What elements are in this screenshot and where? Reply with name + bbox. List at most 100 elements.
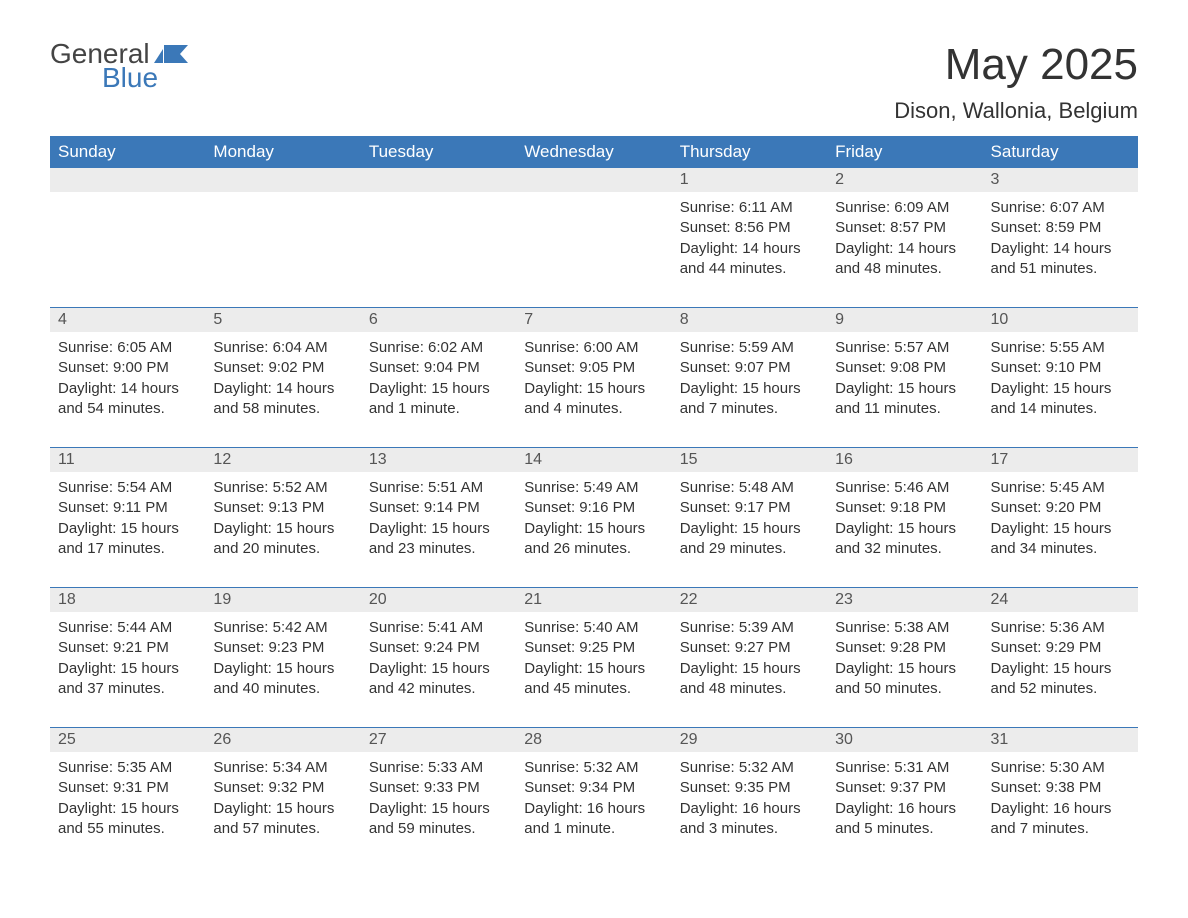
sunset-line: Sunset: 9:18 PM (835, 498, 974, 518)
sunset-line: Sunset: 8:56 PM (680, 218, 819, 238)
day-number-cell: 19 (205, 588, 360, 612)
title-block: May 2025 Dison, Wallonia, Belgium (894, 40, 1138, 124)
day-info-cell: Sunrise: 5:49 AMSunset: 9:16 PMDaylight:… (516, 472, 671, 588)
sunset-line: Sunset: 9:14 PM (369, 498, 508, 518)
sunset-line: Sunset: 9:08 PM (835, 358, 974, 378)
logo: General Blue (50, 40, 188, 92)
day-info-cell: Sunrise: 5:57 AMSunset: 9:08 PMDaylight:… (827, 332, 982, 448)
calendar-table: SundayMondayTuesdayWednesdayThursdayFrid… (50, 136, 1138, 867)
sunset-line: Sunset: 9:37 PM (835, 778, 974, 798)
sunset-line: Sunset: 9:21 PM (58, 638, 197, 658)
weekday-header: Monday (205, 136, 360, 168)
day-info-cell: Sunrise: 5:31 AMSunset: 9:37 PMDaylight:… (827, 752, 982, 867)
day-info-cell: Sunrise: 5:35 AMSunset: 9:31 PMDaylight:… (50, 752, 205, 867)
sunrise-line: Sunrise: 5:31 AM (835, 758, 974, 778)
day-number-cell: 28 (516, 728, 671, 752)
day-number-cell: 15 (672, 448, 827, 472)
day-number-cell: 22 (672, 588, 827, 612)
daylight-line: Daylight: 15 hours and 20 minutes. (213, 519, 352, 560)
sunrise-line: Sunrise: 5:52 AM (213, 478, 352, 498)
day-number-cell: 30 (827, 728, 982, 752)
day-number-cell: 23 (827, 588, 982, 612)
sunrise-line: Sunrise: 5:54 AM (58, 478, 197, 498)
page-subtitle: Dison, Wallonia, Belgium (894, 98, 1138, 124)
sunrise-line: Sunrise: 5:45 AM (991, 478, 1130, 498)
sunrise-line: Sunrise: 6:05 AM (58, 338, 197, 358)
sunrise-line: Sunrise: 5:30 AM (991, 758, 1130, 778)
sunset-line: Sunset: 9:13 PM (213, 498, 352, 518)
day-info-cell: Sunrise: 5:46 AMSunset: 9:18 PMDaylight:… (827, 472, 982, 588)
day-info-cell: Sunrise: 5:30 AMSunset: 9:38 PMDaylight:… (983, 752, 1138, 867)
header: General Blue May 2025 Dison, Wallonia, B… (50, 40, 1138, 124)
day-number-cell: 4 (50, 308, 205, 332)
sunrise-line: Sunrise: 6:09 AM (835, 198, 974, 218)
day-number-cell: 24 (983, 588, 1138, 612)
weekday-header: Thursday (672, 136, 827, 168)
day-number-cell: 8 (672, 308, 827, 332)
sunset-line: Sunset: 9:34 PM (524, 778, 663, 798)
daylight-line: Daylight: 15 hours and 1 minute. (369, 379, 508, 420)
sunset-line: Sunset: 9:35 PM (680, 778, 819, 798)
day-info-cell: Sunrise: 5:44 AMSunset: 9:21 PMDaylight:… (50, 612, 205, 728)
day-number-cell: 9 (827, 308, 982, 332)
weekday-header: Saturday (983, 136, 1138, 168)
day-number-cell: 21 (516, 588, 671, 612)
sunrise-line: Sunrise: 5:51 AM (369, 478, 508, 498)
sunrise-line: Sunrise: 5:44 AM (58, 618, 197, 638)
sunrise-line: Sunrise: 6:02 AM (369, 338, 508, 358)
daylight-line: Daylight: 15 hours and 45 minutes. (524, 659, 663, 700)
day-number-cell: 25 (50, 728, 205, 752)
sunset-line: Sunset: 9:27 PM (680, 638, 819, 658)
sunrise-line: Sunrise: 6:11 AM (680, 198, 819, 218)
day-info-row: Sunrise: 6:05 AMSunset: 9:00 PMDaylight:… (50, 332, 1138, 448)
day-info-cell: Sunrise: 5:42 AMSunset: 9:23 PMDaylight:… (205, 612, 360, 728)
weekday-header-row: SundayMondayTuesdayWednesdayThursdayFrid… (50, 136, 1138, 168)
daylight-line: Daylight: 15 hours and 52 minutes. (991, 659, 1130, 700)
day-number-cell (516, 168, 671, 192)
sunset-line: Sunset: 9:31 PM (58, 778, 197, 798)
day-number-cell: 10 (983, 308, 1138, 332)
day-info-cell: Sunrise: 6:11 AMSunset: 8:56 PMDaylight:… (672, 192, 827, 308)
day-info-row: Sunrise: 5:35 AMSunset: 9:31 PMDaylight:… (50, 752, 1138, 867)
sunrise-line: Sunrise: 5:46 AM (835, 478, 974, 498)
daylight-line: Daylight: 15 hours and 23 minutes. (369, 519, 508, 560)
daylight-line: Daylight: 14 hours and 51 minutes. (991, 239, 1130, 280)
day-number-cell: 18 (50, 588, 205, 612)
day-info-cell: Sunrise: 6:09 AMSunset: 8:57 PMDaylight:… (827, 192, 982, 308)
sunset-line: Sunset: 9:20 PM (991, 498, 1130, 518)
sunrise-line: Sunrise: 5:55 AM (991, 338, 1130, 358)
day-info-cell: Sunrise: 5:34 AMSunset: 9:32 PMDaylight:… (205, 752, 360, 867)
day-number-cell: 2 (827, 168, 982, 192)
day-number-cell (205, 168, 360, 192)
sunset-line: Sunset: 9:32 PM (213, 778, 352, 798)
day-info-cell (361, 192, 516, 308)
page-title: May 2025 (894, 40, 1138, 90)
day-info-cell: Sunrise: 6:02 AMSunset: 9:04 PMDaylight:… (361, 332, 516, 448)
day-info-cell: Sunrise: 5:51 AMSunset: 9:14 PMDaylight:… (361, 472, 516, 588)
day-info-cell: Sunrise: 5:39 AMSunset: 9:27 PMDaylight:… (672, 612, 827, 728)
day-number-cell: 6 (361, 308, 516, 332)
sunset-line: Sunset: 9:11 PM (58, 498, 197, 518)
day-info-cell: Sunrise: 5:32 AMSunset: 9:35 PMDaylight:… (672, 752, 827, 867)
daylight-line: Daylight: 14 hours and 58 minutes. (213, 379, 352, 420)
day-number-cell: 3 (983, 168, 1138, 192)
sunrise-line: Sunrise: 5:34 AM (213, 758, 352, 778)
sunrise-line: Sunrise: 5:40 AM (524, 618, 663, 638)
daylight-line: Daylight: 14 hours and 54 minutes. (58, 379, 197, 420)
daylight-line: Daylight: 15 hours and 7 minutes. (680, 379, 819, 420)
sunset-line: Sunset: 9:33 PM (369, 778, 508, 798)
daylight-line: Daylight: 15 hours and 40 minutes. (213, 659, 352, 700)
day-number-cell: 11 (50, 448, 205, 472)
day-info-row: Sunrise: 6:11 AMSunset: 8:56 PM Daylight:… (50, 192, 1138, 308)
day-info-row: Sunrise: 5:44 AMSunset: 9:21 PMDaylight:… (50, 612, 1138, 728)
day-info-cell: Sunrise: 5:36 AMSunset: 9:29 PMDaylight:… (983, 612, 1138, 728)
day-info-cell: Sunrise: 5:38 AMSunset: 9:28 PMDaylight:… (827, 612, 982, 728)
daylight-line: Daylight: 15 hours and 37 minutes. (58, 659, 197, 700)
weekday-header: Tuesday (361, 136, 516, 168)
day-info-cell: Sunrise: 5:59 AMSunset: 9:07 PMDaylight:… (672, 332, 827, 448)
day-number-cell: 26 (205, 728, 360, 752)
day-info-cell (50, 192, 205, 308)
logo-text-blue: Blue (102, 64, 188, 92)
weekday-header: Friday (827, 136, 982, 168)
daylight-line: Daylight: 15 hours and 4 minutes. (524, 379, 663, 420)
